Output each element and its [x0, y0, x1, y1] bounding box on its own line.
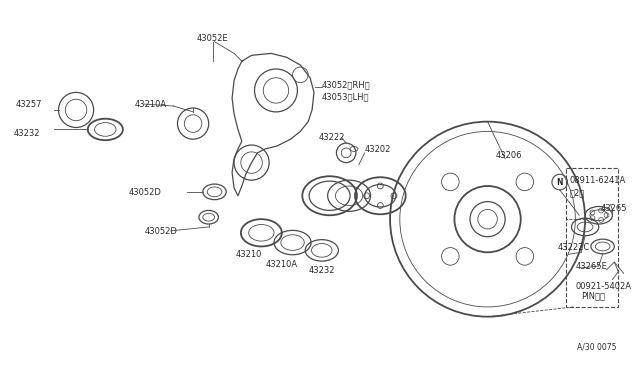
Text: 00921-5402A: 00921-5402A [575, 282, 631, 291]
Text: 43265E: 43265E [575, 262, 607, 271]
Text: 43257: 43257 [15, 100, 42, 109]
Text: 43210: 43210 [236, 250, 262, 259]
Text: 43210A: 43210A [265, 260, 298, 269]
Text: N: N [557, 177, 563, 187]
Text: PINビン: PINビン [581, 291, 605, 300]
Text: 08911-6241A: 08911-6241A [570, 176, 626, 185]
Text: 43265: 43265 [601, 203, 627, 212]
Text: （2）: （2） [570, 188, 585, 197]
Text: 43053〈LH〉: 43053〈LH〉 [322, 92, 369, 102]
Text: 43052D: 43052D [145, 227, 177, 236]
Text: A/30 0075: A/30 0075 [577, 343, 617, 352]
Text: 43052D: 43052D [129, 188, 161, 197]
Text: 43222C: 43222C [558, 243, 590, 251]
Text: 43202: 43202 [365, 145, 391, 154]
Text: 43206: 43206 [495, 151, 522, 160]
Text: 43052〈RH〉: 43052〈RH〉 [322, 81, 371, 90]
Text: 43232: 43232 [13, 129, 40, 138]
Text: 43232: 43232 [308, 266, 335, 275]
Text: 43210A: 43210A [134, 100, 166, 109]
Text: 43052E: 43052E [196, 34, 228, 43]
Text: 43222: 43222 [318, 133, 345, 142]
Bar [566, 169, 618, 307]
